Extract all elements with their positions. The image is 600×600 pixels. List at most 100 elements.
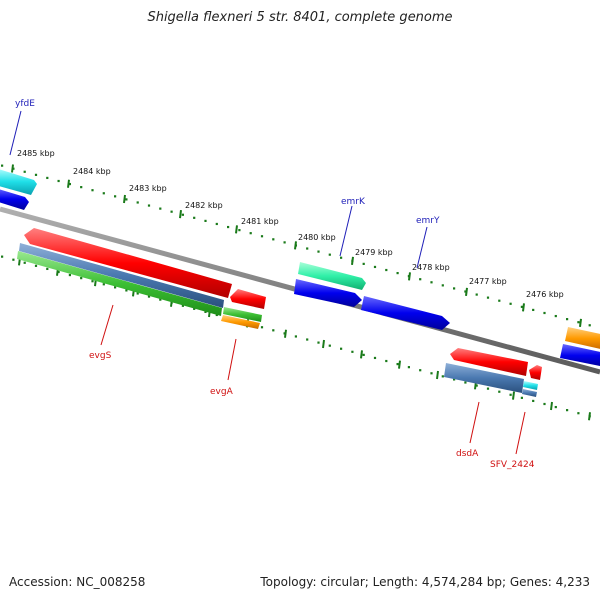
- scale-label-2478: 2478 kbp: [412, 263, 450, 272]
- accession-text: Accession: NC_008258: [9, 575, 146, 589]
- scale-major-tick: [550, 401, 553, 411]
- scale-dot: [520, 305, 523, 308]
- scale-labels: 2485 kbp 2484 kbp 2483 kbp 2482 kbp 2481…: [17, 149, 564, 299]
- gene-labels: yfdE emrK emrY evgS evgA dsdA SFV_2424: [15, 99, 535, 470]
- scale-dot: [114, 286, 117, 289]
- scale-major-tick: [322, 339, 325, 349]
- scale-label-2485: 2485 kbp: [17, 149, 55, 158]
- scale-dot: [486, 387, 490, 390]
- scale-label-2477: 2477 kbp: [469, 277, 507, 286]
- scale-dot: [204, 310, 207, 314]
- scale-dot: [68, 273, 71, 277]
- scale-major-tick: [235, 225, 238, 234]
- scale-dot: [554, 314, 557, 318]
- scale-label-2479: 2479 kbp: [355, 248, 393, 257]
- scale-dot: [215, 313, 218, 317]
- scale-dot: [419, 369, 422, 372]
- scale-major-tick: [123, 194, 126, 204]
- gene-emrK-feature: [298, 262, 366, 290]
- scale-dot: [294, 335, 297, 338]
- gene-emrY-feature: [361, 296, 450, 330]
- scale-major-tick: [522, 303, 525, 312]
- gene-left-blue: [0, 189, 29, 210]
- scale-dot: [430, 372, 433, 375]
- scale-major-tick: [512, 391, 515, 400]
- gene-green-1: [17, 251, 222, 316]
- scale-dot: [419, 278, 422, 281]
- scale-major-tick: [579, 318, 582, 327]
- scale-dot: [520, 396, 523, 399]
- scale-dot: [328, 344, 331, 347]
- scale-dot: [396, 362, 399, 366]
- scale-dot: [34, 173, 38, 176]
- scale-dot: [306, 338, 309, 341]
- scale-dot: [238, 229, 241, 232]
- scale-dot: [147, 204, 151, 207]
- scale-dot: [464, 381, 467, 384]
- scale-dot: [532, 399, 535, 403]
- scale-dot: [577, 321, 580, 324]
- gene-label-SFV_2424: SFV_2424: [490, 460, 535, 470]
- scale-dot: [566, 318, 569, 321]
- scale-dot: [441, 375, 444, 378]
- scale-dot: [23, 170, 26, 173]
- scale-label-2476: 2476 kbp: [526, 290, 564, 299]
- scale-dot: [340, 256, 343, 259]
- gene-label-emrY: emrY: [416, 216, 440, 226]
- scale-dot: [136, 292, 139, 295]
- gene-label-evgA: evgA: [210, 387, 234, 397]
- scale-dot: [464, 290, 467, 293]
- scale-dot: [396, 271, 399, 275]
- scale-label-2481: 2481 kbp: [241, 217, 279, 226]
- scale-dot: [498, 390, 501, 393]
- scale-dot: [125, 289, 128, 292]
- gene-right-orange: [565, 327, 600, 349]
- scale-dot: [407, 366, 410, 369]
- gene-evgA-feature: [230, 289, 266, 309]
- scale-dot: [554, 405, 557, 409]
- scale-major-tick: [294, 241, 297, 250]
- scale-dot: [430, 281, 433, 284]
- scale-major-tick: [67, 179, 70, 188]
- scale-dot: [588, 324, 591, 327]
- gene-label-yfdE: yfdE: [15, 99, 35, 109]
- scale-label-2484: 2484 kbp: [73, 167, 111, 176]
- scale-dot: [1, 255, 4, 258]
- scale-dot: [181, 304, 184, 307]
- scale-dot: [147, 295, 151, 298]
- scale-dot: [193, 307, 196, 310]
- scale-dot: [475, 384, 478, 387]
- scale-dot: [283, 241, 286, 244]
- scale-dot: [249, 232, 252, 235]
- scale-dot: [34, 264, 38, 267]
- genome-summary-text: Topology: circular; Length: 4,574,284 bp…: [260, 575, 590, 589]
- scale-dot: [373, 356, 377, 360]
- scale-dot: [566, 409, 569, 412]
- scale-dot: [46, 176, 49, 180]
- scale-dot: [68, 182, 71, 186]
- scale-dot: [260, 326, 264, 329]
- scale-dot: [91, 280, 94, 283]
- scale-major-tick: [284, 329, 287, 338]
- scale-major-tick: [360, 350, 363, 359]
- scale-dot: [532, 308, 535, 312]
- scale-dot: [102, 283, 105, 286]
- scale-dot: [23, 261, 26, 264]
- scale-dot: [204, 219, 207, 223]
- map-title: Shigella flexneri 5 str. 8401, complete …: [147, 10, 453, 25]
- gene-orange-1: [221, 315, 260, 329]
- gene-small-red: [529, 365, 542, 380]
- scale-dot: [114, 195, 117, 198]
- scale-major-tick: [398, 360, 401, 369]
- scale-dot: [498, 299, 501, 302]
- scale-label-2482: 2482 kbp: [185, 201, 223, 210]
- scale-dot: [486, 296, 490, 299]
- label-leaders: [9, 110, 526, 455]
- scale-dot: [170, 210, 173, 213]
- scale-major-tick: [351, 256, 354, 266]
- scale-major-tick: [436, 370, 439, 380]
- upper-scale: [1, 164, 591, 327]
- scale-dot: [159, 207, 162, 210]
- scale-dot: [215, 222, 218, 226]
